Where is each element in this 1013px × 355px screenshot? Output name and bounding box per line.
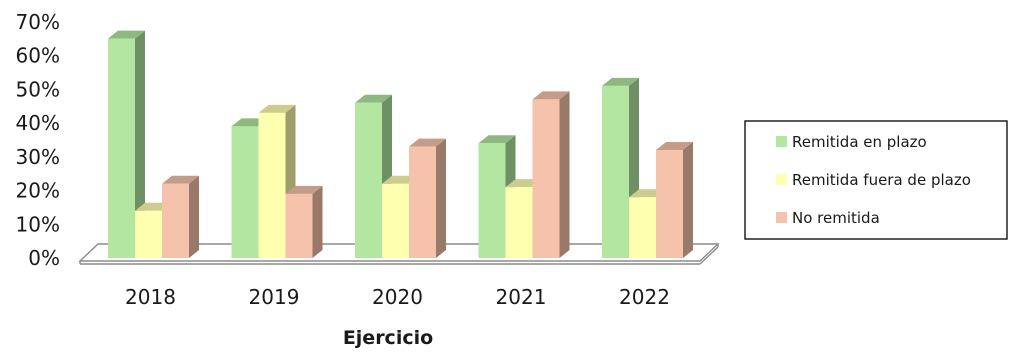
x-category-label: 2020 (372, 285, 423, 309)
bar-front (532, 99, 560, 258)
bar-top (656, 142, 693, 150)
y-tick-label: 30% (16, 145, 60, 169)
legend-label: No remitida (792, 209, 880, 227)
bar-front (382, 183, 409, 258)
x-category-label: 2018 (125, 285, 176, 309)
bar-front (231, 126, 259, 258)
y-tick-label: 70% (16, 10, 60, 34)
x-axis-title: Ejercicio (343, 327, 433, 349)
bar (656, 142, 693, 258)
bar-side (559, 91, 570, 258)
bar-top (258, 104, 296, 113)
bar-front (656, 150, 683, 258)
x-category-label: 2021 (496, 285, 547, 309)
floor-side-edge (699, 246, 719, 265)
bar-top (285, 185, 323, 194)
legend-swatch (776, 174, 787, 185)
legend-swatch (776, 212, 787, 223)
y-tick-label: 40% (16, 111, 60, 135)
bar-front (135, 210, 162, 258)
bar-front (602, 85, 629, 258)
y-tick-label: 50% (16, 77, 60, 101)
bar-front (409, 146, 436, 258)
y-tick-label: 0% (28, 246, 60, 270)
bar-front (108, 38, 135, 258)
legend-swatch (776, 136, 787, 147)
bar (108, 30, 145, 258)
bar (532, 91, 570, 258)
bar-side (135, 30, 145, 258)
bar-top (532, 91, 570, 100)
y-tick-label: 60% (16, 44, 60, 68)
legend: Remitida en plazo Remitida fuera de plazo… (744, 120, 1008, 240)
bar-front (285, 193, 313, 258)
x-category-label: 2019 (249, 285, 300, 309)
bar-top (478, 135, 516, 144)
bar-top (355, 94, 392, 103)
x-axis-categories: 2018 2019 2020 2021 2022 (125, 285, 670, 309)
legend-label: Remitida fuera de plazo (792, 171, 971, 189)
bar (162, 175, 199, 258)
bar-front (478, 143, 506, 258)
bar-side (189, 175, 199, 258)
bar-top (108, 30, 145, 39)
bar (285, 185, 323, 258)
bar-top (602, 77, 639, 86)
bar-front (355, 102, 382, 258)
legend-label: Remitida en plazo (792, 133, 927, 151)
bar-front (258, 112, 286, 258)
y-tick-label: 10% (16, 212, 60, 236)
bar-side (436, 138, 446, 258)
bar-front (162, 183, 189, 258)
y-tick-label: 20% (16, 179, 60, 203)
bar-front (629, 197, 656, 258)
bar-top (409, 138, 446, 147)
bar-top (162, 175, 199, 184)
bar-side (312, 185, 323, 258)
bar-side (683, 142, 693, 258)
legend-box (744, 120, 1008, 240)
bar (409, 138, 446, 258)
bars (108, 30, 693, 258)
x-category-label: 2022 (619, 285, 670, 309)
bar-front (505, 187, 533, 258)
y-axis-ticks: 0% 10% 20% 30% 40% 50% 60% 70% (16, 10, 60, 270)
